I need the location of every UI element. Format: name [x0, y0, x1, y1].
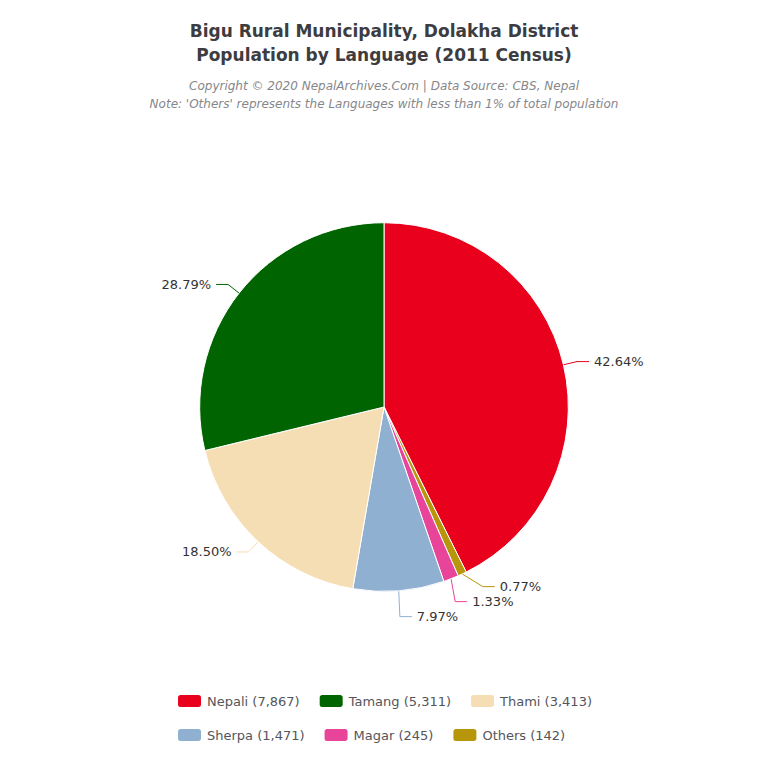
svg-text:18.50%: 18.50% — [182, 544, 232, 559]
svg-text:Population by Language (2011 C: Population by Language (2011 Census) — [196, 45, 572, 65]
svg-text:Note: 'Others' represents the: Note: 'Others' represents the Languages … — [150, 97, 619, 111]
svg-text:Tamang (5,311): Tamang (5,311) — [348, 694, 451, 709]
svg-text:Copyright © 2020 NepalArchives: Copyright © 2020 NepalArchives.Com | Dat… — [189, 79, 580, 93]
svg-text:Sherpa (1,471): Sherpa (1,471) — [207, 728, 305, 743]
svg-text:1.33%: 1.33% — [472, 594, 513, 609]
svg-text:Nepali (7,867): Nepali (7,867) — [207, 694, 300, 709]
svg-text:Magar (245): Magar (245) — [354, 728, 434, 743]
svg-text:Others (142): Others (142) — [482, 728, 565, 743]
svg-text:7.97%: 7.97% — [417, 609, 458, 624]
svg-text:0.77%: 0.77% — [500, 579, 541, 594]
svg-text:Thami (3,413): Thami (3,413) — [499, 694, 592, 709]
svg-text:28.79%: 28.79% — [162, 277, 212, 292]
svg-text:42.64%: 42.64% — [594, 354, 644, 369]
svg-text:Bigu Rural Municipality, Dolak: Bigu Rural Municipality, Dolakha Distric… — [190, 21, 579, 41]
